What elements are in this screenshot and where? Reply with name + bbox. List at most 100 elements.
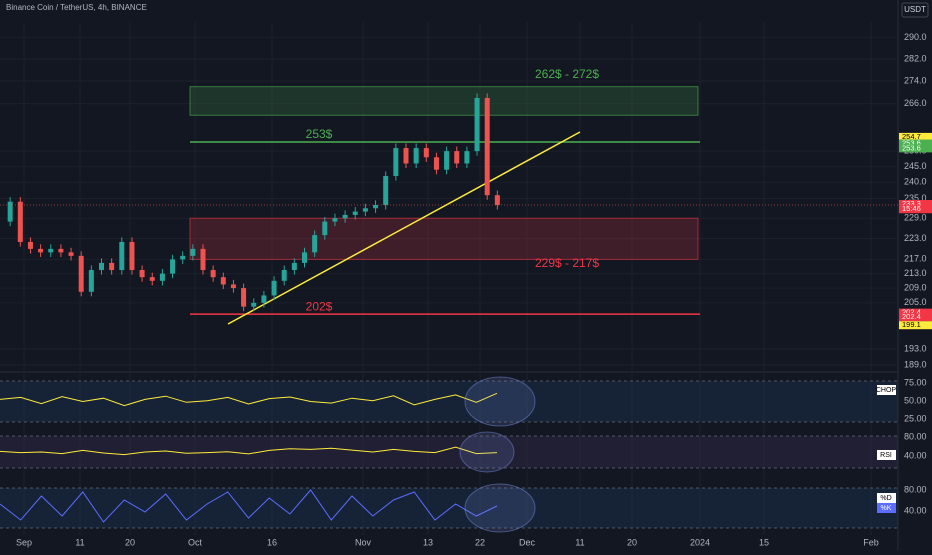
price-badge-label: 233.3 (902, 199, 921, 208)
time-tick-label: 2024 (690, 537, 710, 547)
time-tick-label: Oct (188, 537, 203, 547)
candle (170, 259, 176, 274)
time-tick-label: Dec (519, 537, 536, 547)
price-tick-label: 282.0 (904, 53, 927, 63)
candle (190, 248, 196, 256)
candle (312, 235, 318, 253)
zone-label: 229$ - 217$ (535, 256, 599, 270)
price-tick-label: 235.0 (904, 193, 927, 203)
candle (464, 151, 470, 164)
indicator-line (0, 392, 498, 407)
candle (17, 201, 23, 242)
candle (494, 195, 500, 205)
zone (189, 86, 699, 116)
time-tick-label: 11 (575, 537, 584, 547)
panel-tick-label: 40.00 (904, 450, 927, 460)
panel-band (0, 381, 898, 422)
chart-title: Binance Coin / TetherUS, 4h, BINANCE (6, 3, 147, 12)
price-badge-label: 253.6 (902, 139, 921, 148)
price-tick-label: 229.0 (904, 213, 927, 223)
price-badge (899, 132, 932, 141)
price-badge (899, 308, 932, 317)
candle (261, 295, 267, 303)
candle (322, 221, 328, 236)
candle (271, 280, 277, 296)
time-tick-label: Sep (16, 537, 32, 547)
candle (109, 262, 115, 271)
time-tick-label: Nov (355, 537, 372, 547)
candle (210, 270, 216, 278)
candle (444, 151, 450, 170)
zone-label: 262$ - 272$ (535, 67, 599, 81)
currency-button[interactable] (901, 2, 929, 18)
candle (129, 241, 135, 271)
panel-tag (877, 493, 896, 503)
candle (180, 255, 186, 260)
price-badge (899, 321, 932, 330)
candle (393, 148, 399, 177)
panel-tick-label: 50.00 (904, 395, 927, 405)
candle (474, 97, 480, 152)
candle (342, 214, 348, 219)
candle (149, 277, 155, 281)
time-tick-label: 15 (759, 537, 769, 547)
price-tick-label: 223.0 (904, 233, 927, 243)
price-badge (899, 205, 932, 214)
candle (241, 288, 247, 307)
price-tick-label: 240.0 (904, 177, 927, 187)
candle (7, 201, 13, 222)
panel-band (0, 436, 898, 468)
highlight (464, 376, 536, 427)
trendline (227, 131, 581, 325)
panel-name: %D (880, 495, 891, 502)
level-label: 253$ (306, 127, 333, 141)
time-tick-label: 20 (627, 537, 637, 547)
candle (454, 151, 460, 164)
candle (159, 273, 165, 281)
candle (139, 270, 145, 278)
candle (38, 248, 44, 253)
price-badge (899, 139, 932, 148)
candle (373, 204, 379, 209)
highlight (464, 483, 536, 533)
price-badge (899, 313, 932, 322)
candle (433, 157, 439, 170)
panel-tick-label: 80.00 (904, 431, 927, 441)
candle (484, 97, 490, 196)
panel-tick-label: 80.00 (904, 484, 927, 494)
price-tick-label: 290.0 (904, 32, 927, 42)
price-badge-label: 202.4 (902, 312, 921, 321)
currency[interactable]: USDT (904, 5, 926, 14)
panel-band (0, 488, 898, 528)
candle (383, 176, 389, 205)
price-tick-label: 213.0 (904, 268, 927, 278)
highlight (459, 431, 515, 473)
price-tick-label: 245.0 (904, 161, 927, 171)
candle (78, 255, 84, 292)
panel-name: CHOP (876, 387, 897, 394)
price-tick-label: 189.0 (904, 359, 927, 369)
candle (403, 148, 409, 164)
panel-name: %K (881, 505, 892, 512)
price-badge-label: 202.4 (902, 308, 921, 317)
zone (189, 217, 699, 260)
candle (48, 248, 54, 253)
candle (281, 270, 287, 281)
candle (423, 148, 429, 158)
candle (119, 241, 125, 271)
candle (230, 284, 236, 289)
price-tick-label: 266.0 (904, 98, 927, 108)
indicator-line (0, 489, 498, 523)
candle (99, 262, 104, 271)
price-badge-label: 254.7 (902, 132, 921, 141)
panel-tag (877, 503, 896, 513)
price-tick-label: 193.0 (904, 343, 927, 353)
candle (220, 277, 226, 285)
candle (27, 241, 33, 249)
panel-tag (877, 385, 896, 395)
price-badge (899, 144, 932, 153)
price-badge-label: 253.6 (902, 143, 921, 152)
